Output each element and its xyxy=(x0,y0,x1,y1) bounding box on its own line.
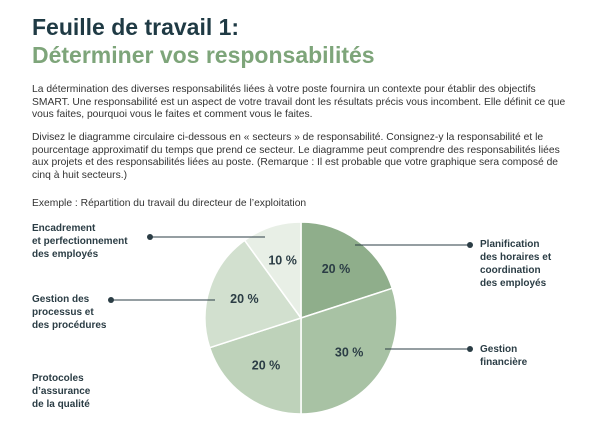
slice-label: Gestion financière xyxy=(480,344,528,368)
leader-dot xyxy=(147,234,153,240)
pie-slice xyxy=(300,221,394,320)
pie-slice xyxy=(243,221,302,321)
leader-dot xyxy=(467,346,473,352)
slice-label: Protocoles d’assurance de la qualité xyxy=(32,373,91,410)
paragraph: Divisez le diagramme circulaire ci-desso… xyxy=(32,132,560,181)
chart-title: Exemple : Répartition du travail du dire… xyxy=(32,198,307,209)
subtitle: Déterminer vos responsabilités xyxy=(32,42,375,68)
pie-slice xyxy=(300,287,398,415)
slice-label: Encadrement et perfectionnement des empl… xyxy=(32,223,128,260)
leader-dot xyxy=(108,297,114,303)
value-label: 10 % xyxy=(268,254,297,268)
paragraph: La détermination des diverses responsabi… xyxy=(32,84,566,121)
leader-dot xyxy=(467,242,473,248)
slice-label: Planification des horaires et coordinati… xyxy=(480,239,552,289)
value-label: 30 % xyxy=(335,345,364,359)
slice-label: Gestion des processus et des procédures xyxy=(32,294,107,331)
pie-slice xyxy=(204,239,303,349)
value-label: 20 % xyxy=(230,292,259,306)
value-label: 20 % xyxy=(322,262,351,276)
title: Feuille de travail 1: xyxy=(32,14,240,40)
value-label: 20 % xyxy=(252,358,281,372)
pie-slice xyxy=(208,316,302,415)
